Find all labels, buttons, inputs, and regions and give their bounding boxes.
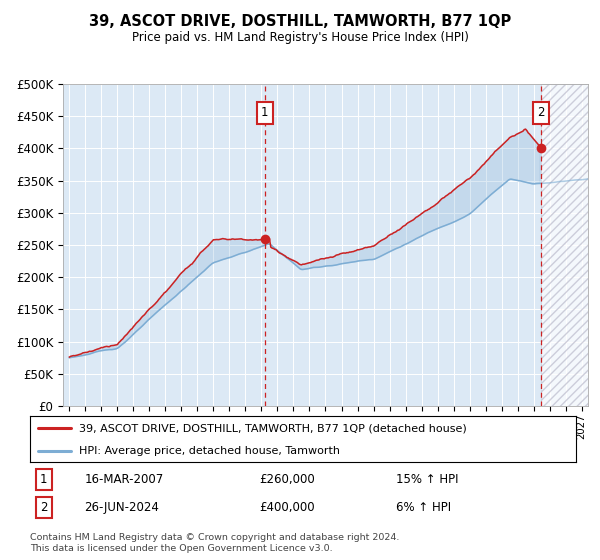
- Text: 1: 1: [261, 106, 269, 119]
- Text: £260,000: £260,000: [259, 473, 315, 486]
- Text: 39, ASCOT DRIVE, DOSTHILL, TAMWORTH, B77 1QP (detached house): 39, ASCOT DRIVE, DOSTHILL, TAMWORTH, B77…: [79, 423, 467, 433]
- Text: 15% ↑ HPI: 15% ↑ HPI: [396, 473, 458, 486]
- Text: HPI: Average price, detached house, Tamworth: HPI: Average price, detached house, Tamw…: [79, 446, 340, 455]
- Text: 2: 2: [40, 501, 47, 514]
- Text: 39, ASCOT DRIVE, DOSTHILL, TAMWORTH, B77 1QP: 39, ASCOT DRIVE, DOSTHILL, TAMWORTH, B77…: [89, 14, 511, 29]
- Text: 2: 2: [538, 106, 545, 119]
- Text: £400,000: £400,000: [259, 501, 315, 514]
- Text: Price paid vs. HM Land Registry's House Price Index (HPI): Price paid vs. HM Land Registry's House …: [131, 31, 469, 44]
- Text: Contains HM Land Registry data © Crown copyright and database right 2024.
This d: Contains HM Land Registry data © Crown c…: [30, 533, 400, 553]
- Text: 1: 1: [40, 473, 47, 486]
- Text: 26-JUN-2024: 26-JUN-2024: [85, 501, 160, 514]
- Text: 6% ↑ HPI: 6% ↑ HPI: [396, 501, 451, 514]
- Text: 16-MAR-2007: 16-MAR-2007: [85, 473, 164, 486]
